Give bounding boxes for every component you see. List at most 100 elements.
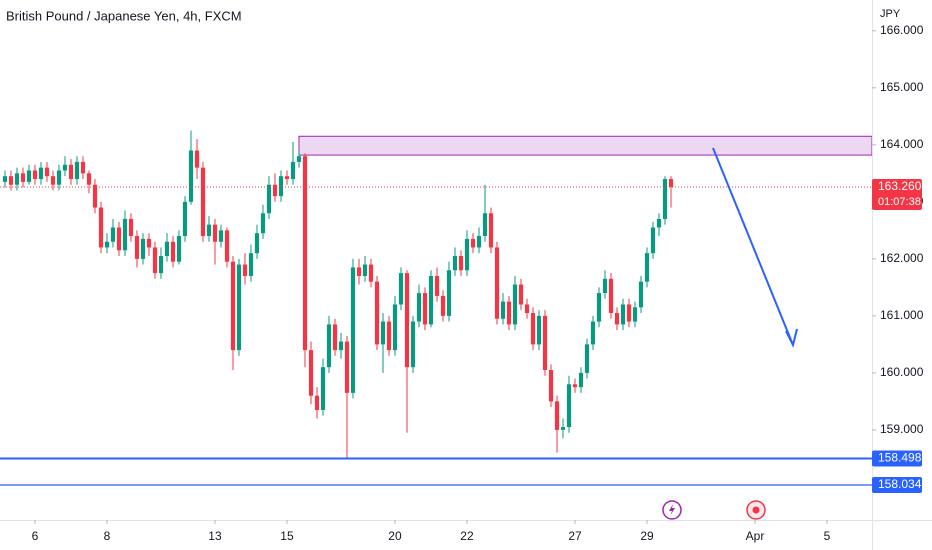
level-label-box — [872, 476, 922, 493]
candle — [602, 270, 608, 299]
candle-body — [284, 176, 290, 180]
candle — [452, 247, 458, 276]
candle — [578, 367, 584, 393]
y-tick-label: 165.000 — [880, 80, 924, 94]
candle — [626, 298, 632, 328]
candle — [152, 241, 158, 279]
candle — [68, 159, 74, 185]
candle — [320, 358, 326, 416]
candle-body — [350, 267, 356, 393]
candle — [434, 267, 440, 302]
candle — [650, 221, 656, 259]
candle — [536, 310, 542, 351]
candle — [362, 256, 368, 282]
x-tick-label: 5 — [824, 529, 831, 543]
candle — [368, 258, 374, 288]
candle — [554, 395, 560, 453]
candle-body — [578, 372, 584, 388]
candle — [260, 204, 266, 239]
candle — [428, 270, 434, 328]
candle-body — [104, 241, 110, 248]
candle — [134, 230, 140, 268]
candle — [146, 233, 152, 257]
candle-body — [110, 227, 116, 242]
candle — [464, 230, 470, 276]
candle-body — [608, 278, 614, 314]
candle-body — [512, 284, 518, 325]
y-tick-label: 164.000 — [880, 137, 924, 151]
candle-body — [206, 224, 212, 237]
icon-dot — [752, 506, 760, 514]
candle-body — [518, 284, 524, 305]
candle — [374, 275, 380, 351]
candle-body — [26, 170, 32, 182]
y-tick-label: 160.000 — [880, 365, 924, 379]
candle-body — [476, 236, 482, 248]
candle-body — [224, 230, 230, 262]
candle-body — [266, 184, 272, 214]
candle — [38, 161, 44, 185]
candle — [278, 170, 284, 202]
candle — [410, 315, 416, 373]
candle-body — [44, 167, 50, 177]
candle — [290, 141, 296, 185]
x-tick-label: 20 — [388, 529, 402, 543]
candle-body — [590, 321, 596, 345]
candle — [416, 284, 422, 328]
candle — [272, 173, 278, 202]
candle-body — [566, 384, 572, 428]
candle-body — [620, 304, 626, 325]
candle-body — [254, 233, 260, 254]
candle — [56, 164, 62, 191]
candle-body — [122, 218, 128, 251]
candle — [158, 247, 164, 279]
candle — [524, 298, 530, 319]
x-tick-label: Apr — [746, 529, 765, 543]
candle — [668, 176, 674, 208]
candle — [542, 310, 548, 376]
candle-body — [638, 281, 644, 308]
candle — [356, 258, 362, 285]
candle — [62, 156, 68, 177]
event-icon[interactable] — [662, 500, 682, 520]
candle-body — [14, 173, 20, 185]
last-price-box — [872, 179, 922, 211]
candle-body — [470, 238, 476, 248]
candle-body — [32, 170, 38, 180]
candle — [512, 275, 518, 331]
candle — [122, 210, 128, 257]
candle — [620, 298, 626, 331]
candle — [80, 156, 86, 180]
candle — [506, 295, 512, 331]
candle-body — [344, 341, 350, 393]
candle — [548, 364, 554, 408]
candle — [482, 184, 488, 242]
candle-body — [656, 218, 662, 228]
candle-body — [128, 218, 134, 237]
candle-body — [440, 295, 446, 316]
candle — [164, 233, 170, 262]
candle — [20, 167, 26, 188]
candle — [266, 176, 272, 219]
candle — [404, 270, 410, 433]
candle-body — [50, 176, 56, 185]
candle-body — [458, 256, 464, 271]
candle — [494, 241, 500, 325]
candle-body — [572, 384, 578, 388]
candle — [50, 170, 56, 191]
candle-body — [506, 301, 512, 325]
candle — [590, 315, 596, 351]
candle-body — [56, 170, 62, 185]
x-tick-label: 22 — [460, 529, 474, 543]
candle-body — [86, 173, 92, 185]
event-icon[interactable] — [746, 500, 766, 520]
level-label: 158.034 — [878, 477, 922, 491]
candle-body — [452, 256, 458, 271]
candle-body — [542, 315, 548, 371]
last-price-label: 163.260 — [878, 179, 922, 193]
countdown-label: 01:07:38 — [878, 196, 921, 208]
candle — [236, 258, 242, 356]
candle — [116, 221, 122, 257]
